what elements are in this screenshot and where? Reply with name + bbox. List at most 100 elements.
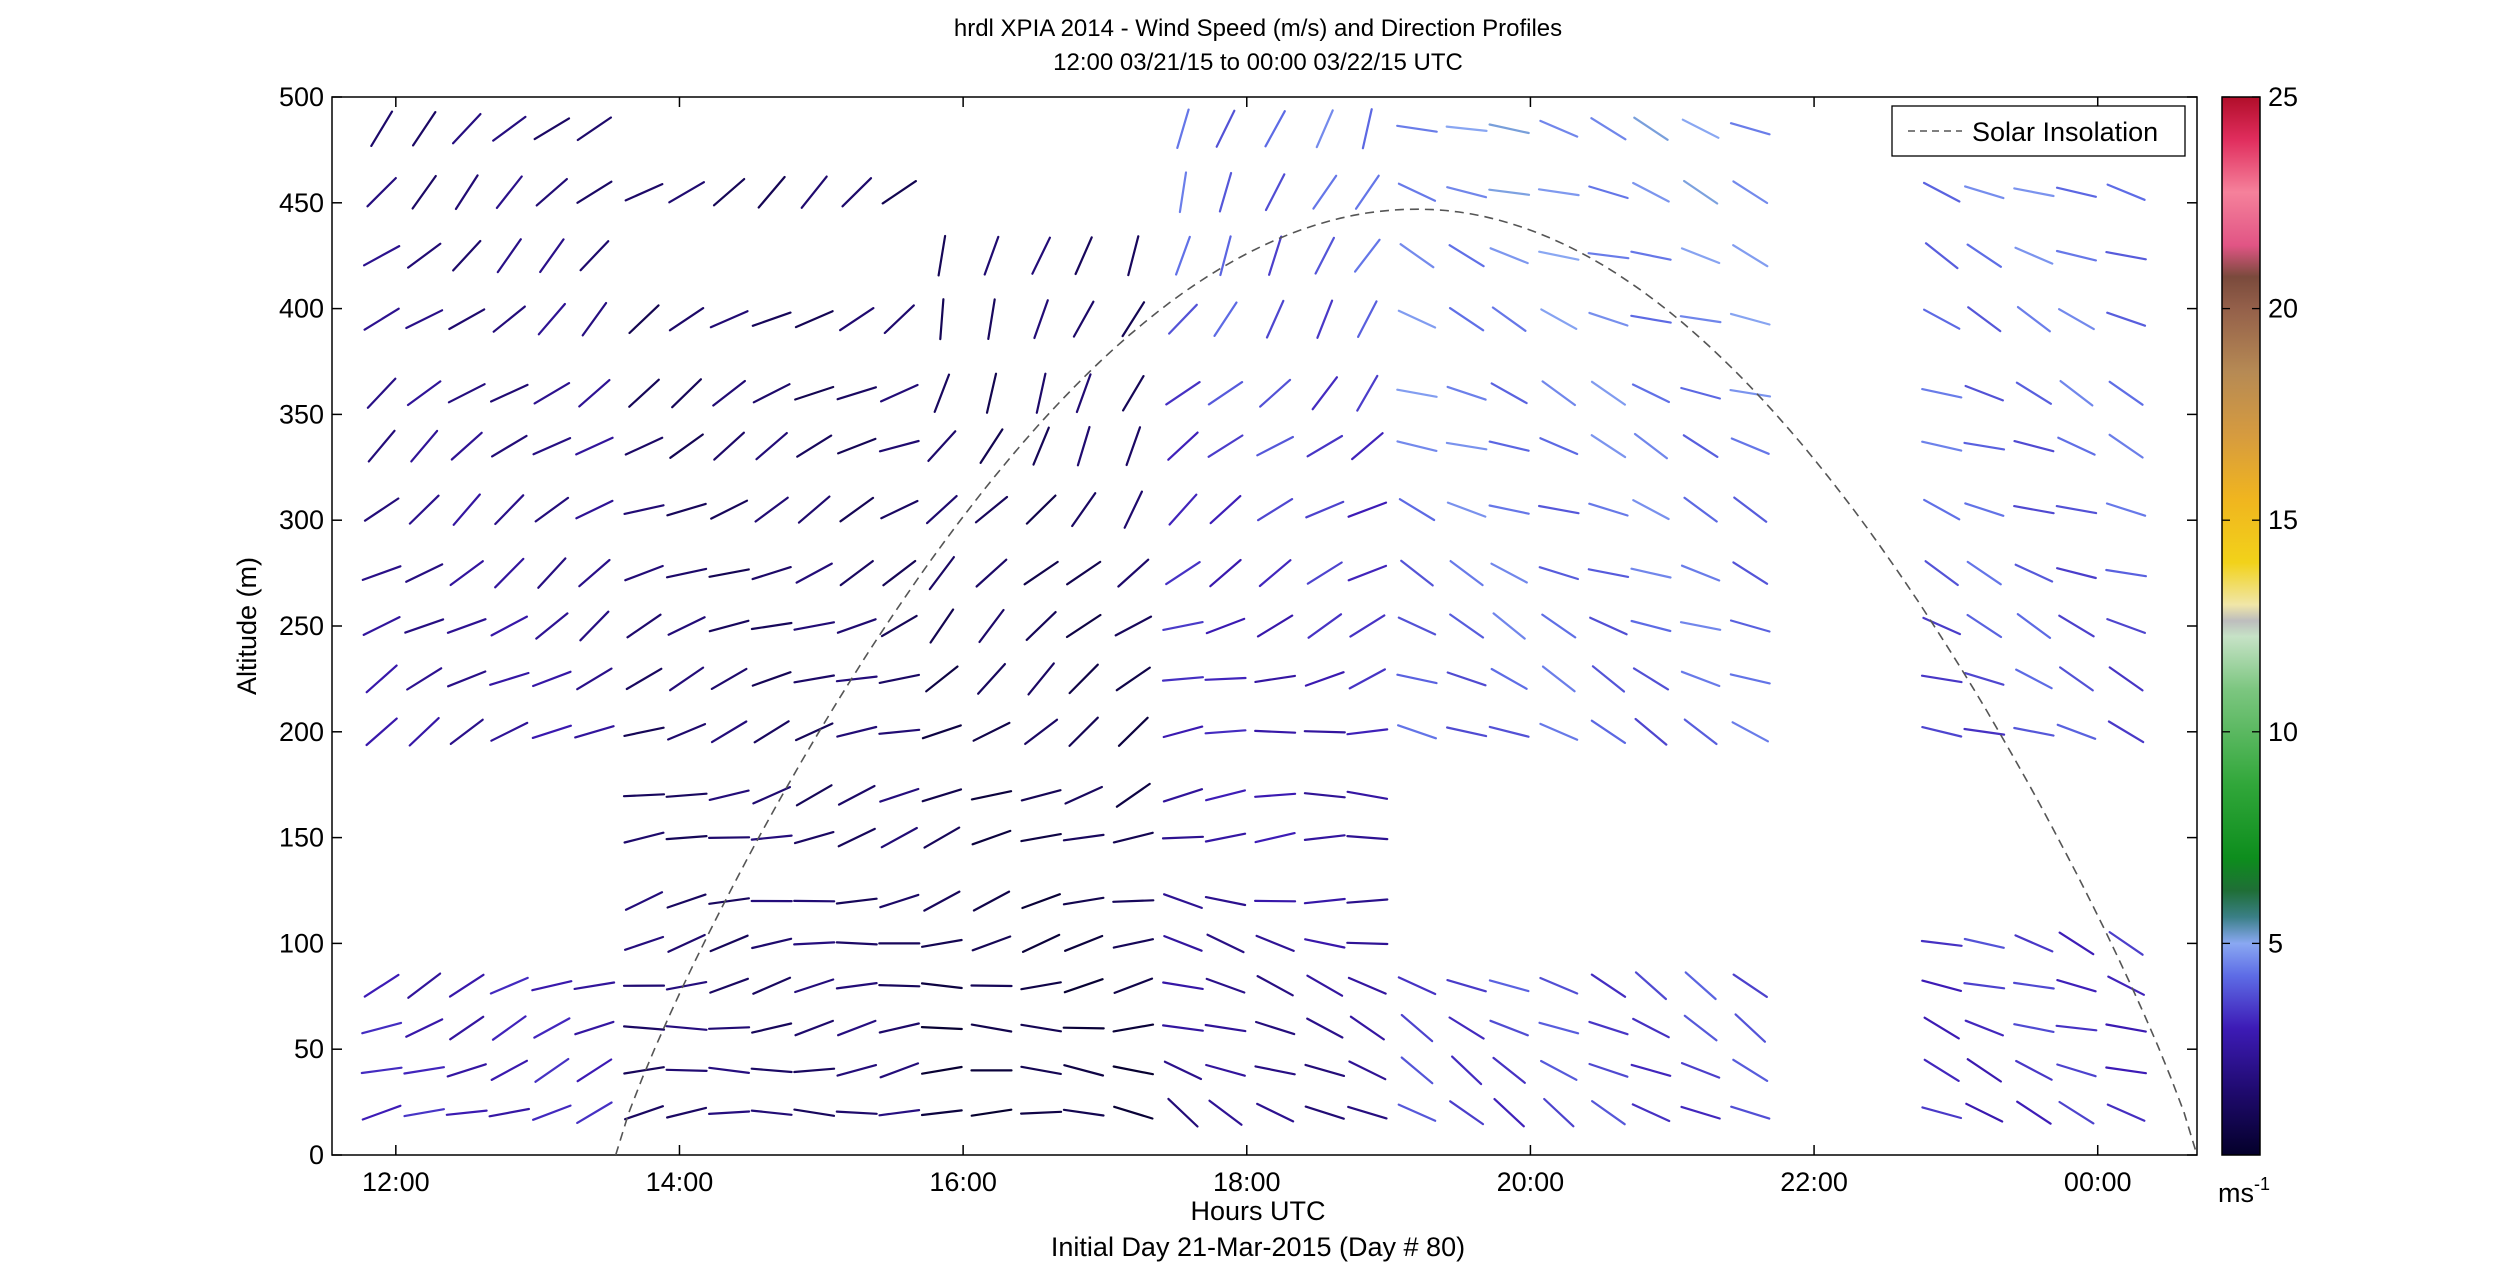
wind-direction-stick — [490, 1059, 529, 1082]
wind-direction-stick — [1396, 724, 1438, 740]
wind-direction-stick — [927, 430, 957, 462]
wind-direction-stick — [1729, 673, 1771, 685]
wind-direction-stick — [878, 983, 921, 988]
wind-direction-stick — [623, 726, 665, 738]
wind-direction-stick — [1256, 974, 1294, 997]
wind-direction-stick — [1254, 674, 1297, 684]
wind-direction-stick — [2107, 720, 2145, 744]
wind-direction-stick — [1445, 726, 1488, 738]
wind-direction-stick — [671, 378, 703, 409]
wind-direction-stick — [2108, 666, 2144, 692]
wind-direction-stick — [622, 793, 666, 798]
wind-direction-stick — [1590, 973, 1627, 998]
wind-direction-stick — [1921, 388, 1963, 399]
wind-direction-stick — [796, 434, 833, 458]
wind-direction-stick — [533, 1017, 571, 1039]
wind-direction-stick — [1922, 181, 1961, 203]
wind-direction-stick — [1587, 568, 1630, 579]
wind-direction-stick — [1021, 933, 1061, 954]
wind-direction-stick — [1254, 792, 1297, 798]
wind-direction-stick — [445, 1109, 488, 1116]
wind-direction-stick — [1634, 717, 1668, 746]
wind-direction-stick — [1064, 785, 1104, 805]
wind-direction-stick — [1923, 1016, 1960, 1040]
wind-direction-stick — [929, 608, 955, 644]
wind-direction-stick — [365, 664, 398, 694]
wind-direction-stick — [1680, 1061, 1721, 1079]
wind-direction-stick — [1732, 973, 1769, 999]
wind-direction-stick — [754, 496, 789, 523]
wind-direction-stick — [535, 612, 569, 640]
wind-direction-stick — [838, 307, 875, 332]
wind-direction-stick — [623, 831, 665, 844]
wind-direction-stick — [1589, 616, 1628, 636]
wind-direction-stick — [1209, 495, 1242, 525]
wind-direction-stick — [1163, 1060, 1203, 1081]
wind-direction-stick — [1267, 235, 1283, 276]
wind-direction-stick — [452, 112, 482, 145]
wind-direction-stick — [2013, 726, 2055, 737]
wind-direction-stick — [623, 504, 665, 516]
wind-direction-stick — [883, 304, 915, 335]
colorbar-tick-label: 25 — [2268, 82, 2298, 112]
wind-direction-stick — [1683, 496, 1718, 523]
wind-direction-stick — [837, 827, 876, 848]
wind-direction-stick — [878, 673, 921, 685]
wind-direction-stick — [708, 619, 750, 633]
wind-direction-stick — [2055, 505, 2098, 515]
wind-direction-stick — [1258, 559, 1292, 588]
wind-direction-stick — [576, 667, 613, 691]
wind-direction-stick — [1112, 831, 1154, 844]
wind-direction-stick — [448, 308, 486, 331]
wind-direction-stick — [835, 675, 878, 683]
wind-direction-stick — [367, 429, 396, 463]
wind-direction-stick — [361, 1021, 403, 1035]
wind-direction-stick — [1162, 893, 1203, 910]
wind-direction-stick — [836, 437, 877, 455]
wind-direction-stick — [2055, 1024, 2098, 1032]
wind-direction-stick — [1630, 314, 1672, 324]
wind-direction-stick — [533, 382, 571, 405]
wind-direction-stick — [2015, 1059, 2053, 1081]
wind-direction-stick — [1348, 668, 1387, 690]
wind-direction-stick — [1023, 560, 1059, 586]
wind-direction-stick — [2015, 381, 2052, 405]
wind-direction-stick — [797, 495, 831, 524]
wind-direction-stick — [750, 621, 793, 631]
wind-direction-stick — [1731, 721, 1770, 743]
wind-direction-stick — [1732, 561, 1769, 585]
wind-direction-stick — [1256, 614, 1294, 638]
wind-direction-stick — [1538, 250, 1580, 261]
y-axis-label: Altitude (m) — [232, 557, 262, 695]
wind-direction-stick — [835, 981, 878, 990]
wind-direction-stick — [970, 790, 1013, 801]
wind-direction-stick — [1356, 300, 1378, 338]
wind-direction-stick — [1021, 893, 1062, 910]
wind-direction-stick — [405, 563, 444, 583]
wind-direction-stick — [709, 977, 750, 994]
wind-direction-stick — [753, 720, 790, 744]
wind-direction-stick — [793, 674, 836, 684]
wind-direction-stick — [925, 665, 959, 693]
wind-direction-stick — [939, 298, 945, 341]
wind-direction-stick — [1032, 426, 1050, 466]
wind-direction-stick — [628, 378, 660, 408]
wind-direction-stick — [452, 239, 482, 272]
y-tick-label: 300 — [279, 505, 324, 535]
wind-direction-stick — [1446, 671, 1487, 687]
wind-direction-stick — [794, 1019, 835, 1037]
wind-direction-stick — [751, 1022, 793, 1034]
wind-direction-stick — [1489, 247, 1529, 265]
solar-insolation-curve — [614, 208, 2198, 1156]
wind-direction-stick — [1630, 567, 1672, 579]
wind-direction-stick — [1541, 613, 1577, 639]
legend-label-solar-insolation: Solar Insolation — [1972, 117, 2158, 147]
wind-direction-stick — [1162, 788, 1204, 803]
wind-direction-stick — [446, 1063, 487, 1078]
wind-direction-stick — [2013, 1023, 2055, 1034]
wind-direction-stick — [975, 558, 1008, 588]
legend: Solar Insolation — [1891, 105, 2186, 157]
wind-direction-stick — [404, 618, 445, 634]
wind-direction-stick — [836, 725, 878, 738]
